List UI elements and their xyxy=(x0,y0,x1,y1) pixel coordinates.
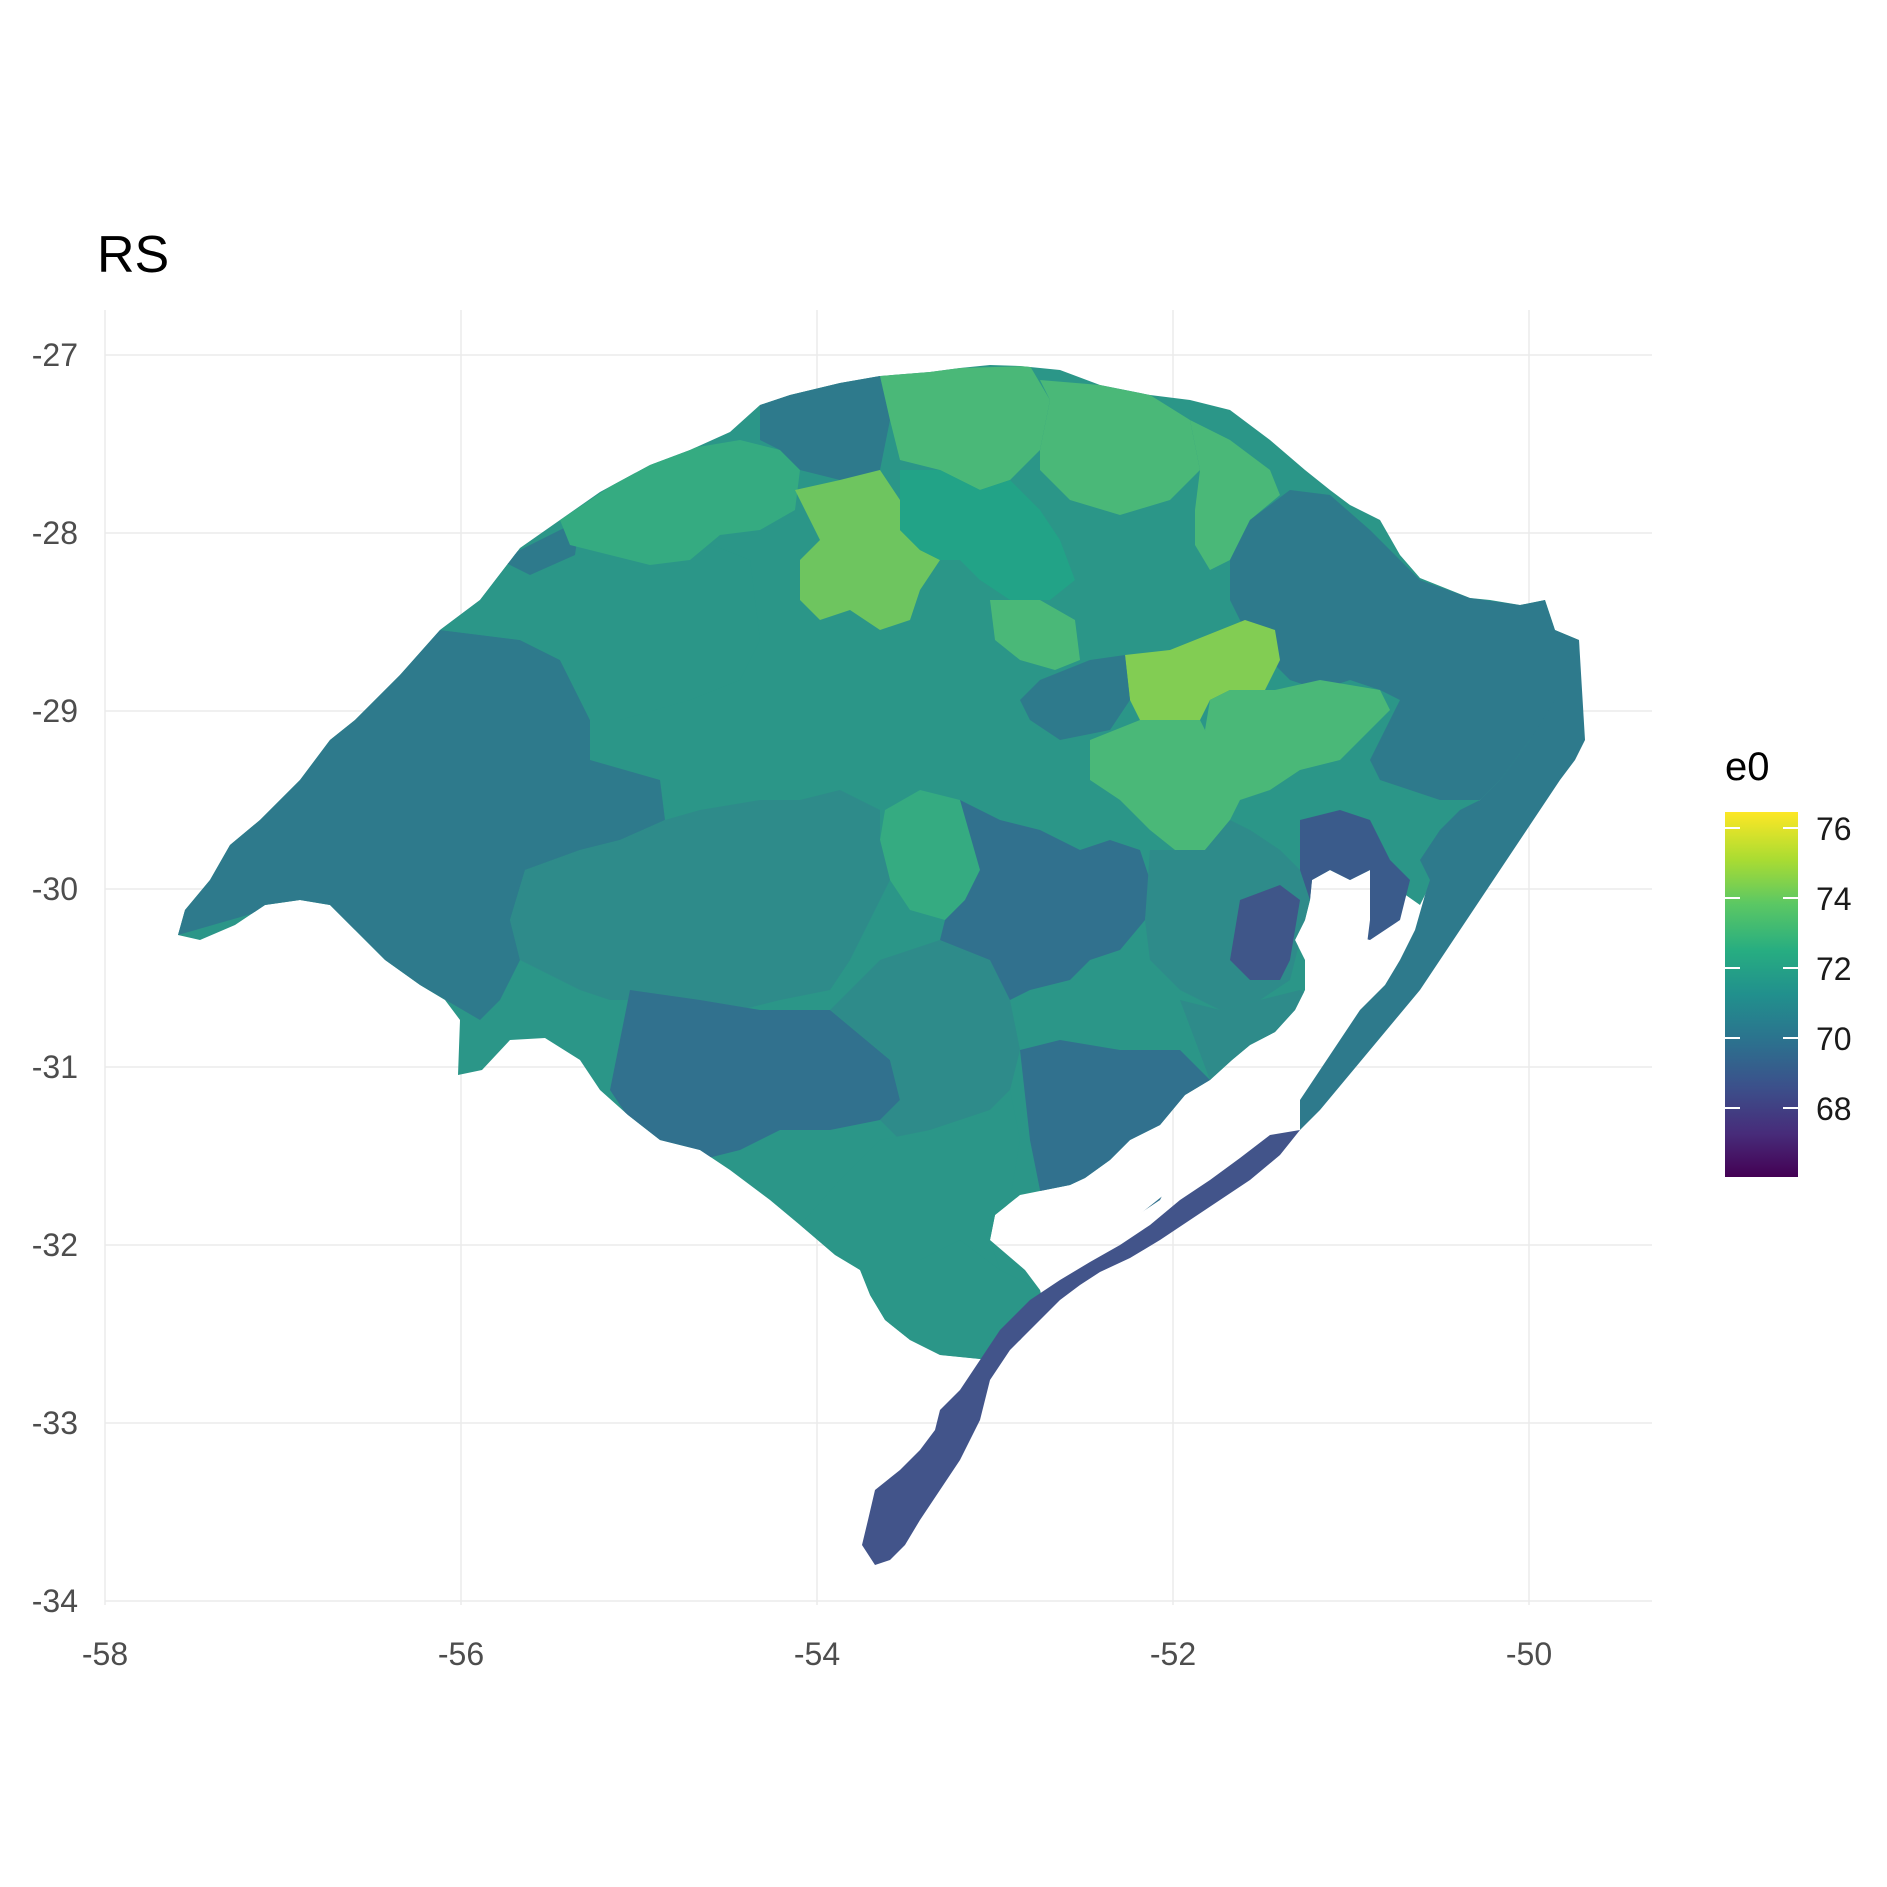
x-tick-label: -52 xyxy=(1150,1636,1196,1672)
x-tick-label: -50 xyxy=(1506,1636,1552,1672)
region-north-e xyxy=(1190,420,1280,570)
y-tick-label: -28 xyxy=(32,515,78,551)
legend-ticks xyxy=(1725,827,1798,1109)
rs-state-map xyxy=(178,365,1585,1565)
x-tick-label: -54 xyxy=(794,1636,840,1672)
region-center-west-green xyxy=(880,790,980,920)
legend-break-label: 76 xyxy=(1816,811,1852,847)
map-title: RS xyxy=(97,226,170,284)
y-tick-label: -29 xyxy=(32,693,78,729)
x-tick-label: -58 xyxy=(82,1636,128,1672)
region-center-light xyxy=(1090,720,1240,850)
region-southeast-coastal xyxy=(1180,990,1320,1110)
x-tick-label: -56 xyxy=(438,1636,484,1672)
legend-break-label: 70 xyxy=(1816,1021,1852,1057)
region-east-small-dark xyxy=(1230,885,1300,980)
x-axis: -58 -56 -54 -52 -50 xyxy=(82,1636,1552,1672)
y-tick-label: -34 xyxy=(32,1583,78,1619)
region-east-light xyxy=(1205,680,1390,800)
y-tick-label: -33 xyxy=(32,1405,78,1441)
region-north-green-2 xyxy=(900,470,1075,600)
legend-title: e0 xyxy=(1725,745,1770,789)
legend-break-label: 74 xyxy=(1816,881,1852,917)
region-bright-1 xyxy=(1125,620,1280,730)
legend-colorbar xyxy=(1725,812,1798,1177)
y-tick-label: -31 xyxy=(32,1049,78,1085)
region-north-light-1 xyxy=(795,470,940,630)
region-north-c xyxy=(880,366,1050,490)
y-tick-label: -32 xyxy=(32,1227,78,1263)
legend: 68 70 72 74 76 xyxy=(1725,811,1852,1177)
y-tick-label: -30 xyxy=(32,871,78,907)
legend-break-label: 72 xyxy=(1816,951,1852,987)
region-east-coast xyxy=(1300,640,1585,1130)
region-far-northwest xyxy=(500,520,580,575)
y-tick-label: -27 xyxy=(32,337,78,373)
region-central-dark xyxy=(1020,655,1130,740)
region-center-dark-blue xyxy=(940,800,1150,1000)
region-southwest-teal xyxy=(510,790,890,1010)
y-axis: -27 -28 -29 -30 -31 -32 -33 -34 xyxy=(32,337,78,1619)
region-north-b xyxy=(760,376,890,480)
region-north-d xyxy=(1040,380,1200,515)
legend-break-label: 68 xyxy=(1816,1091,1852,1127)
region-northeast xyxy=(1230,490,1579,800)
region-north-green-3 xyxy=(990,600,1080,670)
region-south-central-teal xyxy=(830,940,1020,1140)
region-north-a xyxy=(560,440,800,565)
region-south-coast xyxy=(862,1130,1300,1565)
region-south-central-dark xyxy=(610,990,900,1160)
